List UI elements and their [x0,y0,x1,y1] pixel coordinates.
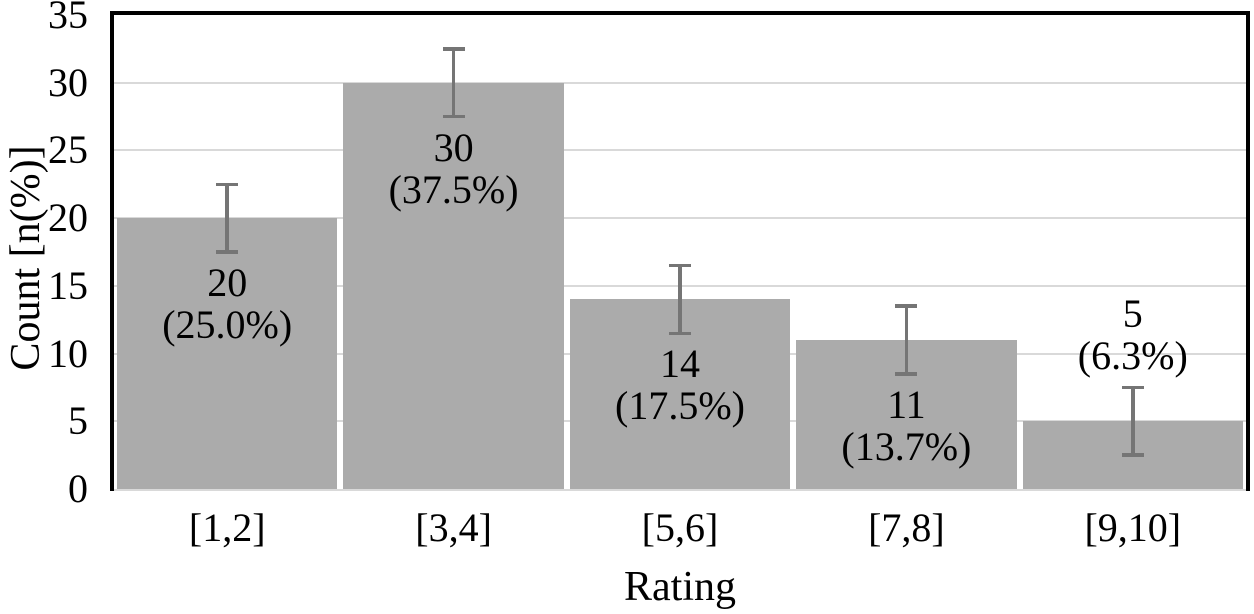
bar-data-label-2: 14 (17.5%) [615,341,745,429]
gridline-25 [114,149,1246,152]
error-bar-cap-bottom-3 [895,372,918,376]
error-bar-cap-bottom-4 [1121,453,1144,457]
bar-[1,2] [117,218,338,489]
error-bar-cap-top-2 [669,263,691,268]
y-tick-label-20: 20 [48,195,88,241]
bar-[3,4] [343,82,564,489]
bar-data-label-0: 20 (25.0%) [162,260,293,347]
plot-area: 20 (25.0%) 30 (37.5%) 14 (17.5%) 11 (13.7%)… [110,11,1250,491]
x-tick-label-0: [1,2] [188,505,266,550]
bar-data-label-4: 5 (6.3%) [1077,291,1188,379]
x-tick-label-3: [7,8] [868,505,945,550]
bar-data-label-3: 11 (13.7%) [841,381,972,469]
y-tick-label-15: 15 [48,262,88,308]
error-bar-line-4 [1131,387,1135,456]
error-bar-cap-top-3 [895,304,918,308]
error-bar-cap-top-4 [1121,385,1144,390]
y-tick-label-0: 0 [68,466,88,511]
x-axis-title: Rating [624,564,736,610]
gridline-30 [114,81,1246,84]
y-tick-label-25: 25 [48,127,88,173]
error-bar-line-2 [678,265,682,334]
error-bar-cap-bottom-0 [216,250,239,254]
x-tick-label-2: [5,6] [641,505,719,550]
error-bar-line-1 [451,48,456,117]
error-bar-cap-top-0 [216,182,239,187]
error-bar-line-0 [225,184,229,252]
bar-data-label-1: 30 (37.5%) [388,124,519,212]
y-tick-label-5: 5 [68,398,88,444]
gridline-20 [114,217,1246,220]
error-bar-cap-bottom-1 [442,114,465,119]
x-axis-baseline [114,489,1246,491]
x-tick-label-1: [3,4] [415,505,492,550]
y-tick-label-30: 30 [48,59,88,105]
error-bar-cap-top-1 [442,47,465,51]
y-tick-label-35: 35 [48,0,88,37]
x-tick-label-4: [9,10] [1084,505,1182,550]
y-tick-label-10: 10 [48,330,88,376]
error-bar-cap-bottom-2 [669,331,691,335]
error-bar-line-3 [904,306,909,374]
